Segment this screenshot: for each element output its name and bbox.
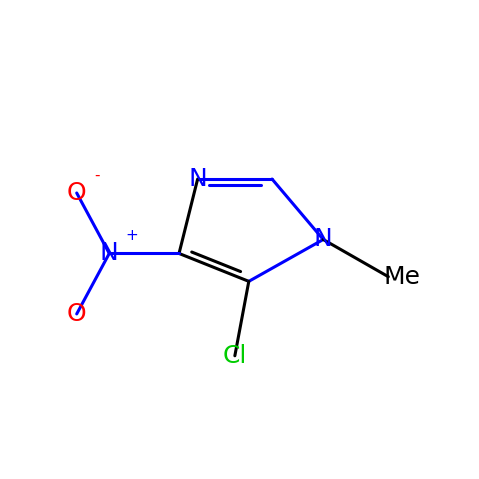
Text: Cl: Cl	[223, 344, 247, 368]
Text: N: N	[314, 228, 332, 251]
Text: -: -	[94, 168, 100, 183]
Text: +: +	[125, 228, 138, 243]
Text: Me: Me	[384, 265, 421, 289]
Text: O: O	[67, 181, 87, 205]
Text: O: O	[67, 302, 87, 326]
Text: N: N	[100, 241, 119, 265]
Text: N: N	[188, 167, 207, 191]
